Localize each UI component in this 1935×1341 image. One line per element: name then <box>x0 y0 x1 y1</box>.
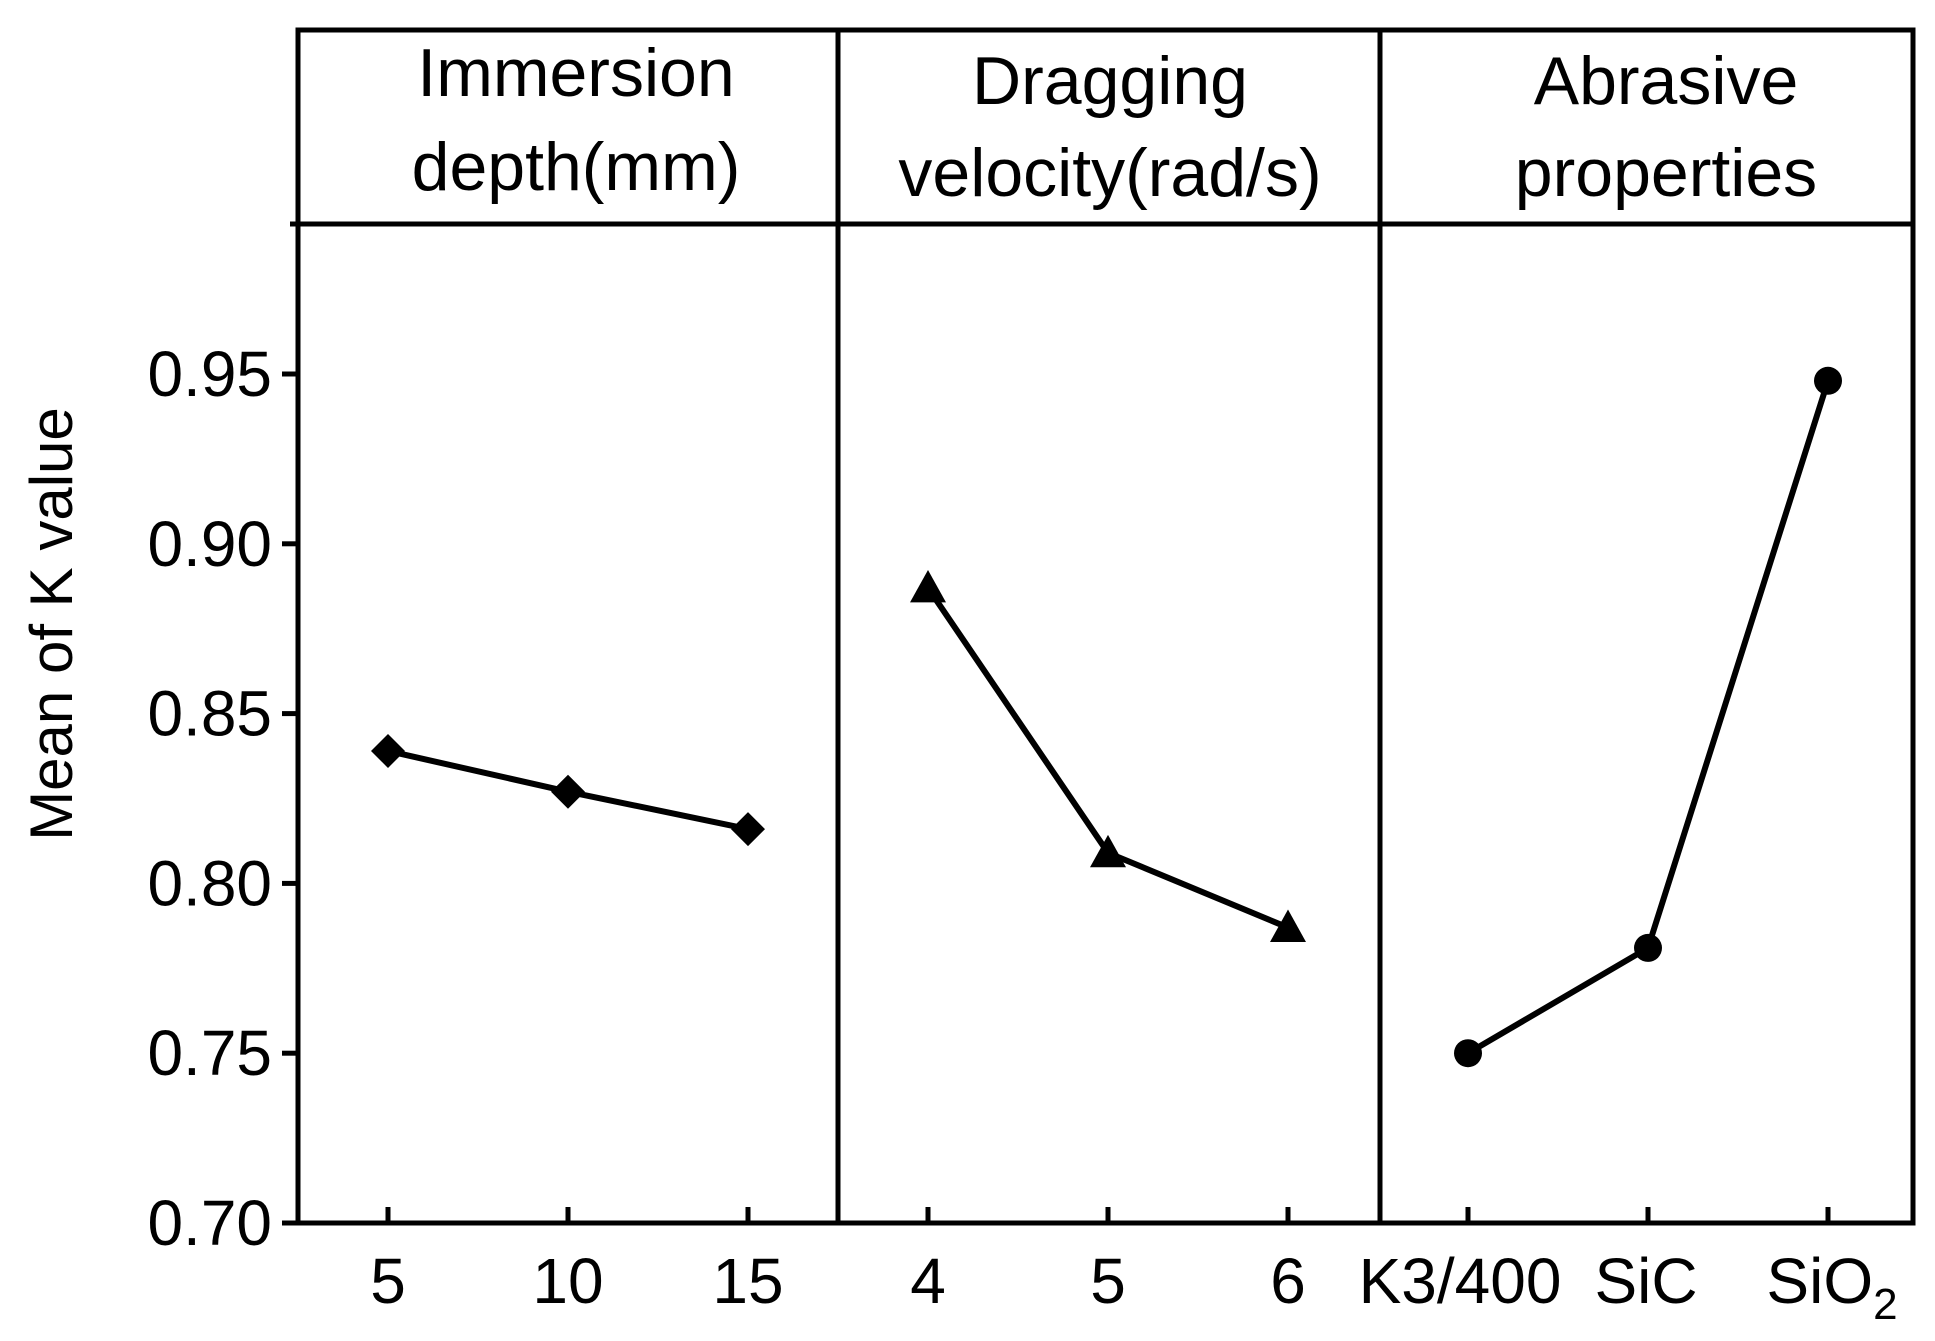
sio2-base-text: SiO <box>1766 1245 1873 1317</box>
series-layer <box>371 366 1842 1223</box>
y-axis: 0.70 0.75 0.80 0.85 0.90 0.95 <box>147 338 298 1259</box>
panel-3-xtick-label-3: SiO2 <box>1766 1245 1897 1329</box>
panel-3-point-3 <box>1814 366 1842 395</box>
panel-3-title-line-1: Abrasive <box>1534 43 1799 119</box>
panel-2-xtick-label-3: 6 <box>1270 1245 1306 1317</box>
panel-immersion-depth: Immersion depth(mm) 5 10 15 <box>370 35 783 1317</box>
y-tick-label-5: 0.90 <box>147 508 272 580</box>
panel-2-title-line-1: Dragging <box>972 43 1248 119</box>
panel-1-title-line-2: depth(mm) <box>412 129 741 205</box>
panel-3-title-line-2: properties <box>1515 135 1817 211</box>
sio2-subscript: 2 <box>1873 1280 1897 1329</box>
panel-3-point-1 <box>1454 1039 1482 1068</box>
panel-2-xtick-label-1: 4 <box>910 1245 946 1317</box>
panel-1-xtick-label-1: 5 <box>370 1245 406 1317</box>
panel-3-point-2 <box>1634 933 1662 962</box>
panel-1-point-2 <box>551 774 585 809</box>
panel-2-title-line-2: velocity(rad/s) <box>898 135 1321 211</box>
y-axis-label: Mean of K value <box>18 407 85 841</box>
panel-3-xtick-label-1: K3/400 <box>1359 1245 1562 1317</box>
panel-2-point-2 <box>1090 834 1126 868</box>
y-tick-label-3: 0.80 <box>147 847 272 919</box>
y-tick-label-2: 0.75 <box>147 1017 272 1089</box>
panel-1-xtick-label-3: 15 <box>712 1245 783 1317</box>
panel-1-point-1 <box>371 733 405 768</box>
panel-1-xtick-label-2: 10 <box>532 1245 603 1317</box>
panel-1-title-line-1: Immersion <box>417 35 734 111</box>
y-tick-label-4: 0.85 <box>147 678 272 750</box>
y-tick-label-1: 0.70 <box>147 1187 272 1259</box>
panel-2-point-3 <box>1270 909 1306 942</box>
panel-3-xtick-label-2: SiC <box>1594 1245 1697 1317</box>
panel-1-point-3 <box>731 812 765 847</box>
panel-2-point-1 <box>910 569 946 603</box>
y-tick-label-6: 0.95 <box>147 338 272 410</box>
panel-abrasive-properties: Abrasive properties K3/400 SiC SiO2 <box>1359 43 1898 1329</box>
panel-2-xtick-label-2: 5 <box>1090 1245 1126 1317</box>
panel-dragging-velocity: Dragging velocity(rad/s) 4 5 6 <box>898 43 1321 1317</box>
